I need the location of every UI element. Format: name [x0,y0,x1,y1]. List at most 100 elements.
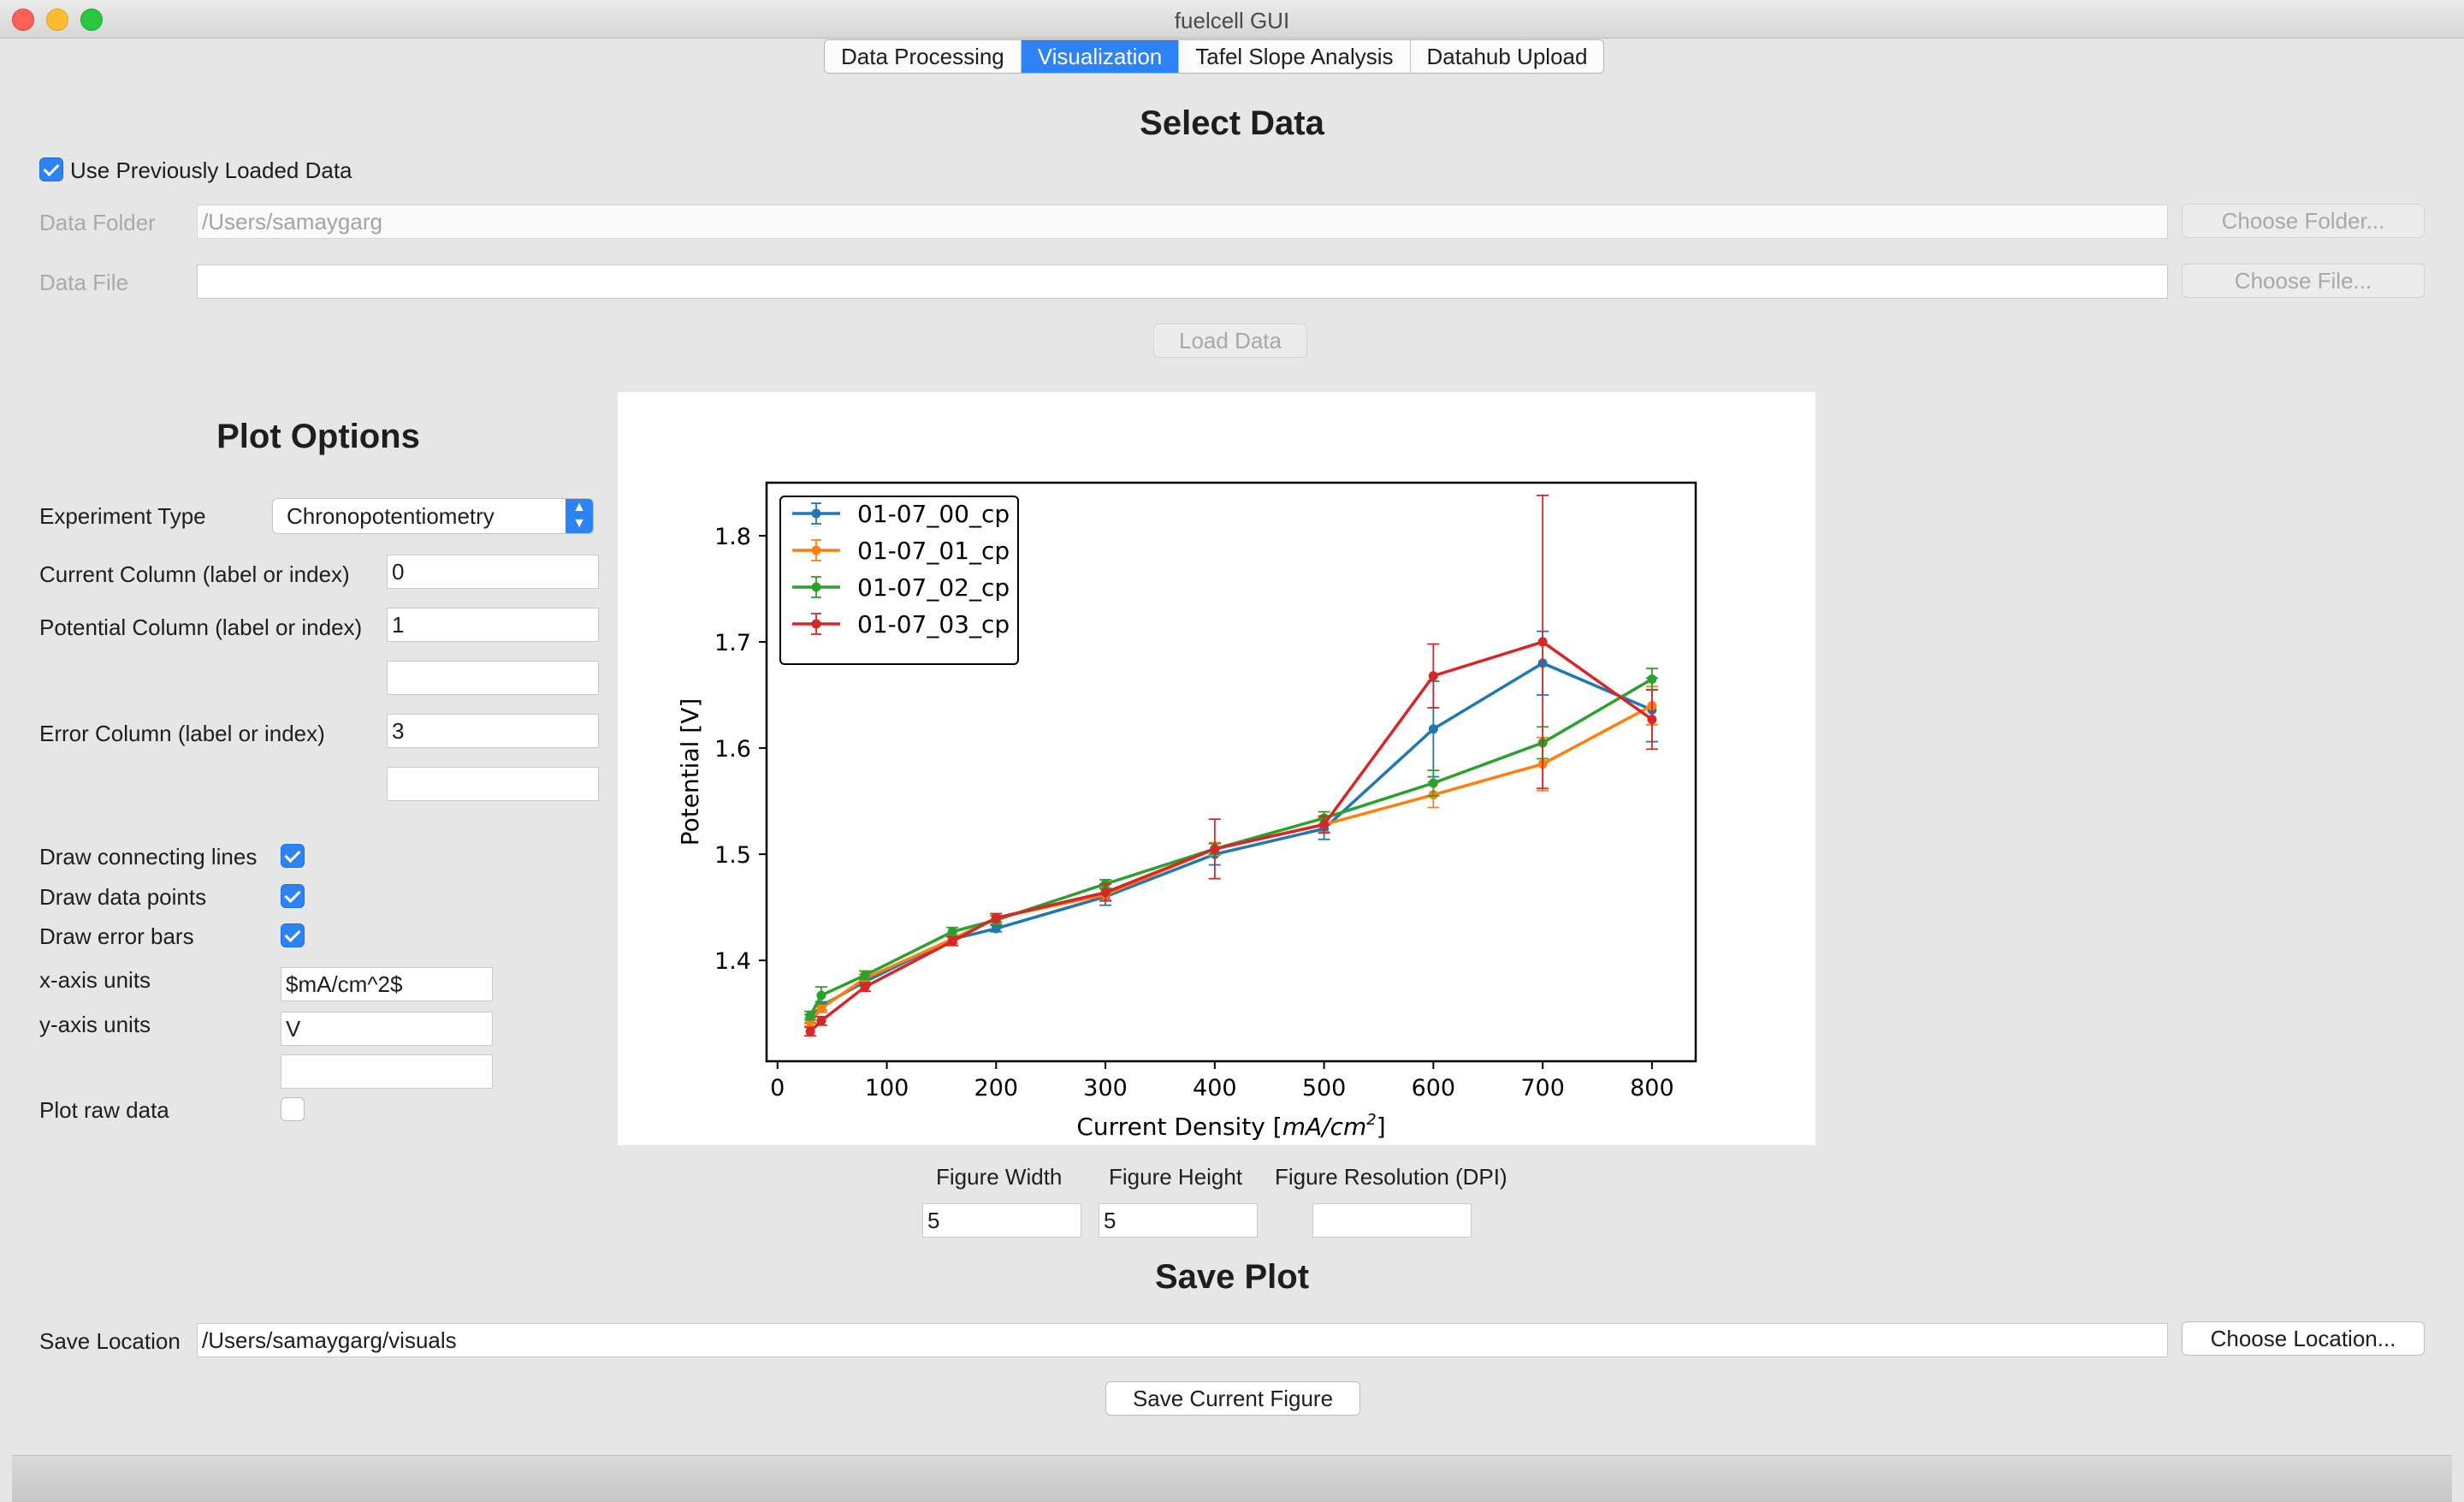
legend-entry: 01-07_03_cp [857,610,1010,638]
data-point [1428,778,1438,788]
potential-column-input[interactable]: 1 [387,608,599,642]
figure-height-input[interactable]: 5 [1099,1203,1258,1238]
plot-raw-label: Plot raw data [39,1097,169,1123]
x-axis-label-unit-exponent: 2 [1366,1111,1376,1129]
x-tick-label: 800 [1630,1075,1674,1101]
legend-marker [811,545,821,555]
data-point [805,1011,815,1021]
x-tick-label: 400 [1193,1075,1237,1101]
figure-dpi-input[interactable] [1312,1203,1472,1238]
figure-width-input[interactable]: 5 [922,1203,1081,1238]
x-units-input[interactable]: $mA/cm^2$ [281,967,493,1001]
potential-column-extra-input[interactable] [387,661,599,695]
tab-bar: Data Processing Visualization Tafel Slop… [824,39,1605,74]
x-tick-label: 600 [1412,1075,1456,1101]
data-point [860,971,870,981]
x-tick-label: 100 [865,1075,909,1101]
save-plot-heading: Save Plot [1154,1258,1310,1296]
draw-points-checkbox[interactable] [281,884,305,908]
tab-visualization[interactable]: Visualization [1021,40,1180,73]
figure-width-label: Figure Width [936,1164,1063,1190]
title-bar: fuelcell GUI [0,0,2464,39]
y-tick-label: 1.8 [714,524,751,550]
data-point [1100,888,1111,898]
legend-entry: 01-07_02_cp [857,573,1010,602]
close-window-button[interactable] [12,9,34,31]
current-column-label: Current Column (label or index) [39,561,350,587]
save-location-label: Save Location [39,1328,181,1354]
units-extra-input[interactable] [281,1054,493,1089]
draw-points-label: Draw data points [39,884,207,910]
choose-file-button[interactable]: Choose File... [2182,264,2425,298]
error-column-label: Error Column (label or index) [39,721,325,746]
x-tick-label: 500 [1302,1075,1347,1101]
data-point [1428,671,1438,681]
potential-column-label: Potential Column (label or index) [39,614,363,640]
data-point [816,990,826,1000]
zoom-window-button[interactable] [80,9,103,31]
plot-raw-checkbox[interactable] [281,1097,305,1121]
series-01-07_03_cp [804,494,1658,1037]
error-column-input[interactable]: 3 [387,714,599,748]
legend-marker [811,582,821,592]
tab-datahub-upload[interactable]: Datahub Upload [1410,40,1604,73]
x-axis-label-unit: mA/cm [1282,1113,1367,1141]
window-title: fuelcell GUI [1174,8,1290,33]
data-point [1537,637,1548,647]
data-point [816,1016,826,1026]
y-units-input[interactable]: V [281,1012,493,1046]
legend-marker [811,508,821,519]
x-tick-label: 0 [770,1075,785,1101]
legend-entry: 01-07_00_cp [857,500,1010,528]
data-point [805,1026,815,1036]
load-data-button[interactable]: Load Data [1153,324,1307,358]
use-previous-data-checkbox[interactable] [39,157,63,181]
legend-entry: 01-07_01_cp [857,537,1010,565]
data-point [991,923,1001,934]
potential-vs-current-chart: 0 100 200 300 400 500 600 700 800 1.4 1.5 1.6 1.7 1.8… [676,481,1697,1141]
y-tick-label: 1.6 [714,736,751,763]
x-tick-label: 200 [974,1075,1019,1101]
figure-dpi-label: Figure Resolution (DPI) [1275,1164,1507,1190]
y-tick-label: 1.7 [714,630,751,656]
draw-lines-checkbox[interactable] [281,844,305,868]
error-column-extra-input[interactable] [387,767,599,801]
choose-location-button[interactable]: Choose Location... [2182,1321,2425,1356]
data-point [1319,819,1330,829]
draw-lines-label: Draw connecting lines [39,844,258,870]
select-data-heading: Select Data [1140,104,1324,142]
data-folder-input[interactable]: /Users/samaygarg [197,205,2168,239]
save-current-figure-button[interactable]: Save Current Figure [1105,1381,1360,1416]
data-file-input[interactable] [197,264,2168,299]
save-location-input[interactable]: /Users/samaygarg/visuals [197,1323,2168,1357]
data-point [1210,844,1220,854]
chevron-updown-icon: ▲ ▼ [566,499,593,533]
data-point [860,982,870,992]
experiment-type-select[interactable]: Chronopotentiometry ▲ ▼ [272,498,594,534]
data-point [991,913,1001,923]
choose-folder-button[interactable]: Choose Folder... [2182,204,2425,238]
bottom-status-bar [12,1455,2452,1502]
data-point [1647,715,1657,725]
plot-options-heading: Plot Options [216,418,420,455]
draw-errors-label: Draw error bars [39,923,194,949]
y-units-label: y-axis units [39,1012,151,1037]
data-folder-label: Data Folder [39,210,156,235]
current-column-input[interactable]: 0 [387,555,599,589]
x-tick-label: 300 [1083,1075,1128,1101]
minimize-window-button[interactable] [46,9,68,31]
experiment-type-value: Chronopotentiometry [287,503,495,529]
y-tick-label: 1.4 [714,948,751,975]
data-point [816,1003,826,1013]
y-axis-label: Potential [V] [676,698,704,846]
data-point [947,936,957,947]
tab-data-processing[interactable]: Data Processing [825,40,1022,73]
x-axis-label-text: Current Density [1076,1113,1265,1141]
experiment-type-label: Experiment Type [39,503,206,529]
data-file-label: Data File [39,270,129,295]
tab-tafel-slope-analysis[interactable]: Tafel Slope Analysis [1179,40,1411,73]
x-tick-label: 700 [1520,1075,1565,1101]
legend-marker [811,619,821,629]
draw-errors-checkbox[interactable] [281,923,305,947]
